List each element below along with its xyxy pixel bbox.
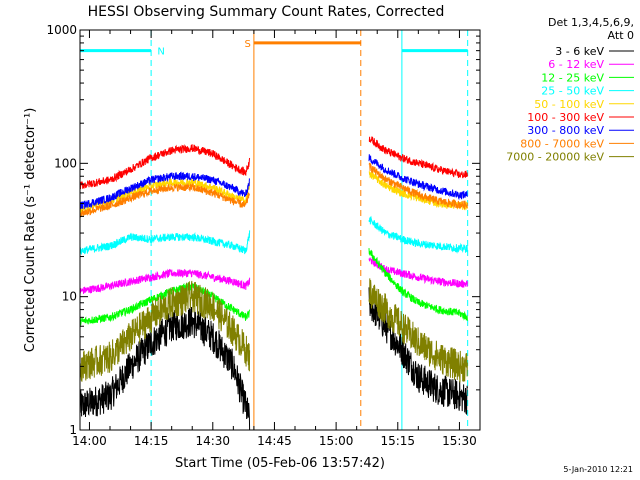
y-axis-label: Corrected Count Rate (s⁻¹ detector⁻¹) [23,108,38,353]
series-100-300-kev-seg2 [368,136,468,179]
legend-label-1: 6 - 12 keV [548,58,604,71]
x-tick-label-1500: 15:00 [319,434,354,448]
legend-label-2: 12 - 25 keV [541,71,604,84]
y-tick-label-1: 1 [69,423,77,437]
x-tick-label-1515: 15:15 [380,434,415,448]
y-tick-label-1000: 1000 [46,23,77,37]
legend-label-3: 25 - 50 keV [541,85,604,98]
series-7000-20000-kev-seg2 [368,278,468,383]
series-25-50-kev-seg1 [79,230,251,256]
x-axis-label: Start Time (05-Feb-06 13:57:42) [175,456,385,471]
legend-label-7: 800 - 7000 keV [520,137,604,150]
x-tick-label-1430: 14:30 [195,434,230,448]
legend-label-8: 7000 - 20000 keV [506,151,604,164]
legend-header-line-1: Det 1,3,4,5,6,9, [548,16,634,29]
series-100-300-kev-seg1 [79,144,251,190]
series-12-25-kev-seg2 [368,248,468,321]
series-6-12-kev-seg1 [79,268,251,294]
series-7000-20000-kev-seg1 [79,280,251,382]
y-tick-label-10: 10 [62,290,77,304]
y-tick-label-100: 100 [54,156,77,170]
series-300-800-kev-seg2 [368,154,468,201]
series-800-7000-kev-seg1 [79,183,251,218]
series-3-6-kev-seg1 [79,306,251,430]
legend-label-4: 50 - 100 keV [534,98,604,111]
x-tick-label-1530: 15:30 [442,434,477,448]
timestamp: 5-Jan-2010 12:21 [563,465,633,474]
legend-header-line-2: Att 0 [608,29,634,42]
series-25-50-kev-seg2 [368,215,468,254]
series-6-12-kev-seg2 [368,257,468,288]
series-300-800-kev-seg1 [79,171,250,210]
flag-label-n: N [157,47,164,58]
series-12-25-kev-seg1 [79,281,251,326]
chart-title: HESSI Observing Summary Count Rates, Cor… [88,4,445,20]
x-tick-label-1415: 14:15 [134,434,169,448]
series-800-7000-kev-seg2 [368,162,468,210]
legend-label-5: 100 - 300 keV [527,111,604,124]
legend-label-0: 3 - 6 keV [555,45,604,58]
legend-label-6: 300 - 800 keV [527,124,604,137]
plot-frame [79,29,481,431]
x-tick-label-1445: 14:45 [257,434,292,448]
x-tick-label-1400: 14:00 [72,434,107,448]
flag-label-s: S [245,39,251,50]
